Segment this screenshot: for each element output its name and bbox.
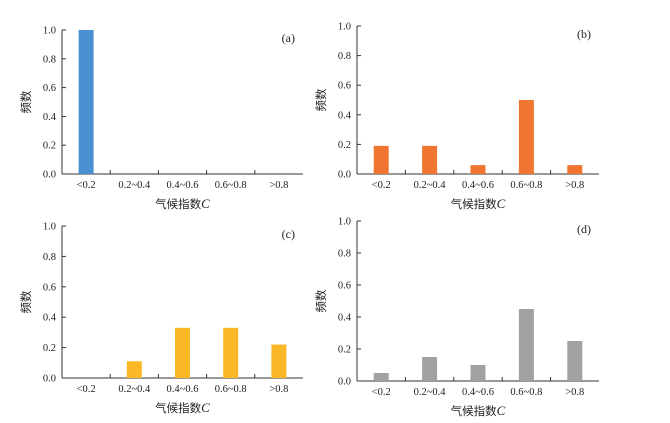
y-axis-title: 频数	[314, 289, 328, 312]
x-tick-label: 0.6~0.8	[215, 180, 247, 191]
x-tick-label: <0.2	[77, 180, 96, 191]
bar	[175, 327, 190, 378]
y-tick-label: 0.2	[338, 345, 351, 356]
y-axis-title: 频数	[19, 290, 33, 313]
bar	[373, 373, 389, 381]
panel-label: (b)	[577, 27, 591, 41]
panel-label: (d)	[577, 222, 591, 236]
y-axis-title: 频数	[314, 88, 328, 111]
x-tick-label: 0.2~0.4	[118, 384, 151, 395]
x-tick-label: 0.6~0.8	[510, 180, 542, 191]
y-tick-label: 0.0	[338, 377, 351, 388]
y-tick-label: 0.4	[338, 313, 352, 324]
x-tick-label: >0.8	[269, 180, 288, 191]
x-tick-label: 0.4~0.6	[462, 387, 494, 398]
x-tick-label: 0.4~0.6	[167, 384, 199, 395]
x-axis-title: 气候指数C	[451, 403, 506, 418]
y-tick-label: 0.8	[43, 252, 56, 263]
y-tick-label: 0.6	[43, 282, 56, 293]
bar	[470, 365, 486, 381]
bar	[422, 145, 438, 174]
x-tick-label: 0.2~0.4	[414, 180, 447, 191]
x-axis-title: 气候指数C	[155, 196, 210, 211]
x-axis-title-text: 气候指数	[451, 197, 497, 211]
chart-panel-b: 0.0 0.2 0.4 0.6 0.8 1.0 <0.2 0.2~0.4 0.4~0.6 0.6~…	[314, 22, 599, 211]
bar	[518, 309, 534, 381]
y-tick-label: 1.0	[43, 222, 56, 233]
y-tick-label: 0.6	[43, 83, 56, 94]
x-tick-label: 0.2~0.4	[414, 387, 447, 398]
panel-label: (c)	[282, 227, 295, 241]
bar	[126, 361, 142, 378]
x-axis-title: 气候指数C	[451, 196, 506, 211]
x-axis-variable: C	[497, 196, 506, 211]
x-axis-variable: C	[201, 196, 210, 211]
bar	[567, 165, 583, 174]
x-tick-label: <0.2	[77, 384, 96, 395]
y-tick-label: 0.4	[43, 112, 57, 123]
y-tick-label: 0.0	[338, 170, 351, 181]
y-tick-label: 0.2	[338, 140, 351, 151]
y-tick-label: 0.4	[338, 110, 352, 121]
bar	[470, 165, 486, 174]
x-axis-variable: C	[201, 400, 210, 415]
chart-panel-a: 0.0 0.2 0.4 0.6 0.8 1.0 <0.2 0.2~0.4 0.4~0.6 0.6~…	[19, 26, 303, 211]
x-tick-label: 0.4~0.6	[462, 180, 494, 191]
x-axis-title: 气候指数C	[155, 400, 210, 415]
x-tick-label: 0.2~0.4	[118, 180, 151, 191]
bar	[78, 30, 94, 174]
y-tick-label: 0.2	[43, 141, 56, 152]
x-tick-label: 0.4~0.6	[167, 180, 199, 191]
panel-label: (a)	[282, 31, 295, 45]
x-tick-label: 0.6~0.8	[510, 387, 542, 398]
x-tick-label: >0.8	[565, 180, 584, 191]
chart-panel-c: 0.0 0.2 0.4 0.6 0.8 1.0 <0.2 0.2~0.4 0.4~0.6 0.6~…	[19, 222, 303, 415]
x-axis-title-text: 气候指数	[155, 197, 201, 211]
x-axis-variable: C	[497, 403, 506, 418]
y-tick-label: 0.8	[338, 249, 351, 260]
bar	[422, 357, 438, 381]
chart-panel-d: 0.0 0.2 0.4 0.6 0.8 1.0 <0.2 0.2~0.4 0.4~0.6 0.6~…	[314, 217, 599, 418]
bar	[271, 344, 287, 378]
y-tick-label: 0.0	[43, 374, 56, 385]
y-axis-title: 频数	[19, 90, 33, 113]
x-tick-label: <0.2	[372, 387, 391, 398]
x-tick-label: >0.8	[269, 384, 288, 395]
x-tick-label: 0.6~0.8	[215, 384, 247, 395]
y-tick-label: 1.0	[338, 217, 351, 228]
x-axis-title-text: 气候指数	[451, 404, 497, 418]
bar	[223, 327, 239, 378]
bar	[373, 145, 389, 174]
bar	[518, 100, 534, 174]
y-tick-label: 1.0	[338, 22, 351, 33]
y-tick-label: 0.6	[338, 81, 351, 92]
y-tick-label: 1.0	[43, 26, 56, 37]
y-tick-label: 0.4	[43, 313, 57, 324]
y-tick-label: 0.8	[338, 51, 351, 62]
y-tick-label: 0.8	[43, 54, 56, 65]
x-axis-title-text: 气候指数	[155, 401, 201, 415]
y-tick-label: 0.2	[43, 343, 56, 354]
bar	[567, 341, 583, 381]
x-tick-label: <0.2	[372, 180, 391, 191]
x-tick-label: >0.8	[565, 387, 584, 398]
y-tick-label: 0.0	[43, 170, 56, 181]
y-tick-label: 0.6	[338, 281, 351, 292]
